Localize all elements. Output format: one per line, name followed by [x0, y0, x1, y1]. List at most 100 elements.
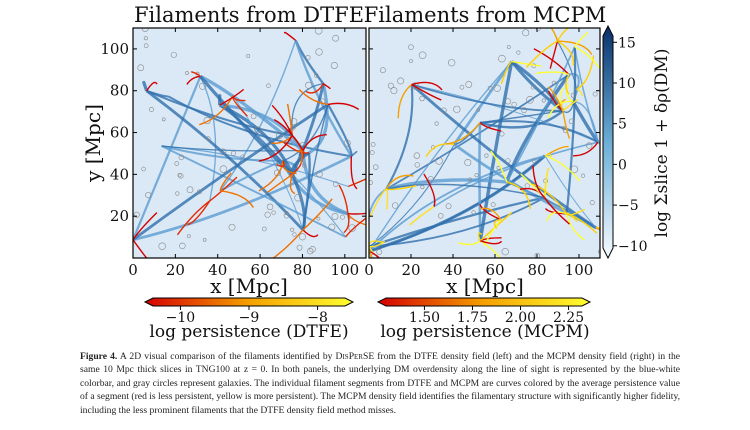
filament-segment — [220, 190, 254, 208]
galaxy-marker — [459, 84, 465, 90]
galaxy-marker — [419, 95, 425, 102]
density-filament — [385, 178, 508, 191]
galaxy-marker — [530, 84, 536, 90]
galaxy-marker — [501, 248, 509, 256]
galaxy-marker — [266, 83, 271, 88]
filament-segment — [479, 122, 502, 132]
galaxy-marker — [409, 59, 413, 63]
galaxy-marker — [314, 73, 319, 78]
x-tick-label: 40 — [208, 261, 227, 279]
galaxy-marker — [434, 121, 439, 126]
filament-segment — [425, 143, 455, 157]
density-map-mcpm — [369, 28, 600, 258]
galaxy-marker — [499, 131, 505, 137]
filament-segment — [506, 181, 531, 209]
galaxy-marker — [240, 154, 245, 159]
density-filament — [301, 150, 349, 216]
galaxy-marker — [290, 227, 295, 232]
density-colorbar-tick-label: 5 — [618, 117, 627, 133]
galaxy-marker — [174, 161, 179, 166]
density-filament — [199, 75, 294, 176]
y-axis-label: y [Mpc] — [81, 104, 105, 183]
density-filament — [411, 83, 563, 112]
galaxy-marker — [246, 54, 251, 58]
galaxy-marker — [468, 177, 472, 182]
filament-segment — [397, 83, 413, 119]
filament-segment — [483, 219, 502, 246]
persistence-colorbar-tick-label: 1.50 — [409, 310, 440, 326]
galaxy-marker — [228, 223, 236, 231]
density-colorbar-tick-label: −10 — [618, 239, 648, 255]
galaxy-marker — [309, 246, 316, 253]
density-filament — [433, 141, 599, 208]
y-tick-label: 20 — [110, 207, 129, 225]
galaxy-marker — [332, 34, 339, 42]
filament-segment — [445, 122, 481, 145]
filament-segment — [423, 173, 436, 207]
galaxy-marker — [330, 61, 338, 69]
galaxy-marker — [476, 108, 481, 112]
galaxy-marker — [369, 180, 373, 185]
galaxy-marker — [411, 82, 419, 90]
galaxy-marker — [390, 87, 398, 95]
galaxy-marker — [290, 125, 296, 131]
filament-segment — [573, 141, 599, 157]
galaxy-marker — [511, 101, 517, 108]
galaxy-marker — [526, 96, 534, 104]
galaxy-marker — [292, 232, 297, 237]
filament-segment — [191, 71, 201, 77]
galaxy-marker — [316, 216, 321, 221]
density-filament — [505, 73, 571, 183]
galaxy-marker — [316, 170, 323, 178]
galaxy-marker — [420, 185, 425, 190]
filament-segment — [557, 40, 593, 55]
galaxy-marker — [141, 166, 146, 172]
galaxy-marker — [379, 67, 386, 74]
galaxy-marker — [328, 223, 336, 231]
x-tick-label: 60 — [485, 261, 504, 279]
persistence-colorbar-label-dtfe: log persistence (DTFE) — [149, 322, 348, 342]
x-tick-label: 100 — [565, 261, 594, 279]
galaxy-marker — [465, 80, 473, 88]
x-tick-label: 0 — [128, 261, 138, 279]
filament-segment — [302, 198, 333, 231]
filament-segment — [385, 174, 414, 190]
filament-segment — [547, 100, 574, 119]
galaxy-marker — [219, 148, 227, 156]
galaxy-marker — [161, 117, 166, 122]
persistence-colorbar-tick-label: 2.25 — [553, 310, 584, 326]
panel-mcpm — [368, 27, 601, 259]
persistence-colorbar-tick-label: 1.75 — [457, 310, 488, 326]
persistence-colorbar-tick-label: 2.00 — [505, 310, 536, 326]
galaxy-marker — [369, 150, 375, 155]
filament-segment — [338, 184, 349, 214]
figure: Filaments from DTFE Filaments from MCPM … — [81, 3, 672, 342]
filament-segment — [219, 88, 245, 106]
filament-segment — [266, 173, 293, 194]
galaxy-marker — [143, 43, 149, 49]
caption-text-2: from the DTFE density field (left) and t… — [80, 351, 681, 416]
galaxy-marker — [464, 159, 472, 167]
x-tick-label: 20 — [166, 261, 185, 279]
filament-segment — [544, 153, 552, 158]
galaxy-marker — [266, 203, 274, 211]
x-tick-label: 80 — [293, 261, 312, 279]
galaxy-marker — [370, 142, 376, 147]
density-map-dtfe — [133, 28, 366, 258]
filament-segment — [276, 160, 285, 168]
density-filament — [565, 46, 577, 215]
persistence-colorbar-label-mcpm: log persistence (MCPM) — [380, 322, 589, 342]
density-filament — [369, 154, 547, 253]
galaxy-marker — [197, 189, 202, 195]
galaxy-marker — [493, 84, 501, 92]
density-filament — [133, 154, 352, 242]
filament-segment — [576, 88, 584, 97]
filament-segment — [186, 75, 201, 85]
galaxy-marker — [516, 50, 521, 55]
filament-segment — [411, 81, 443, 91]
galaxy-marker — [307, 247, 314, 255]
galaxy-marker — [177, 173, 182, 178]
panel-title-mcpm: Filaments from MCPM — [364, 3, 607, 27]
galaxy-marker — [185, 71, 189, 75]
filament-segment — [146, 81, 158, 92]
